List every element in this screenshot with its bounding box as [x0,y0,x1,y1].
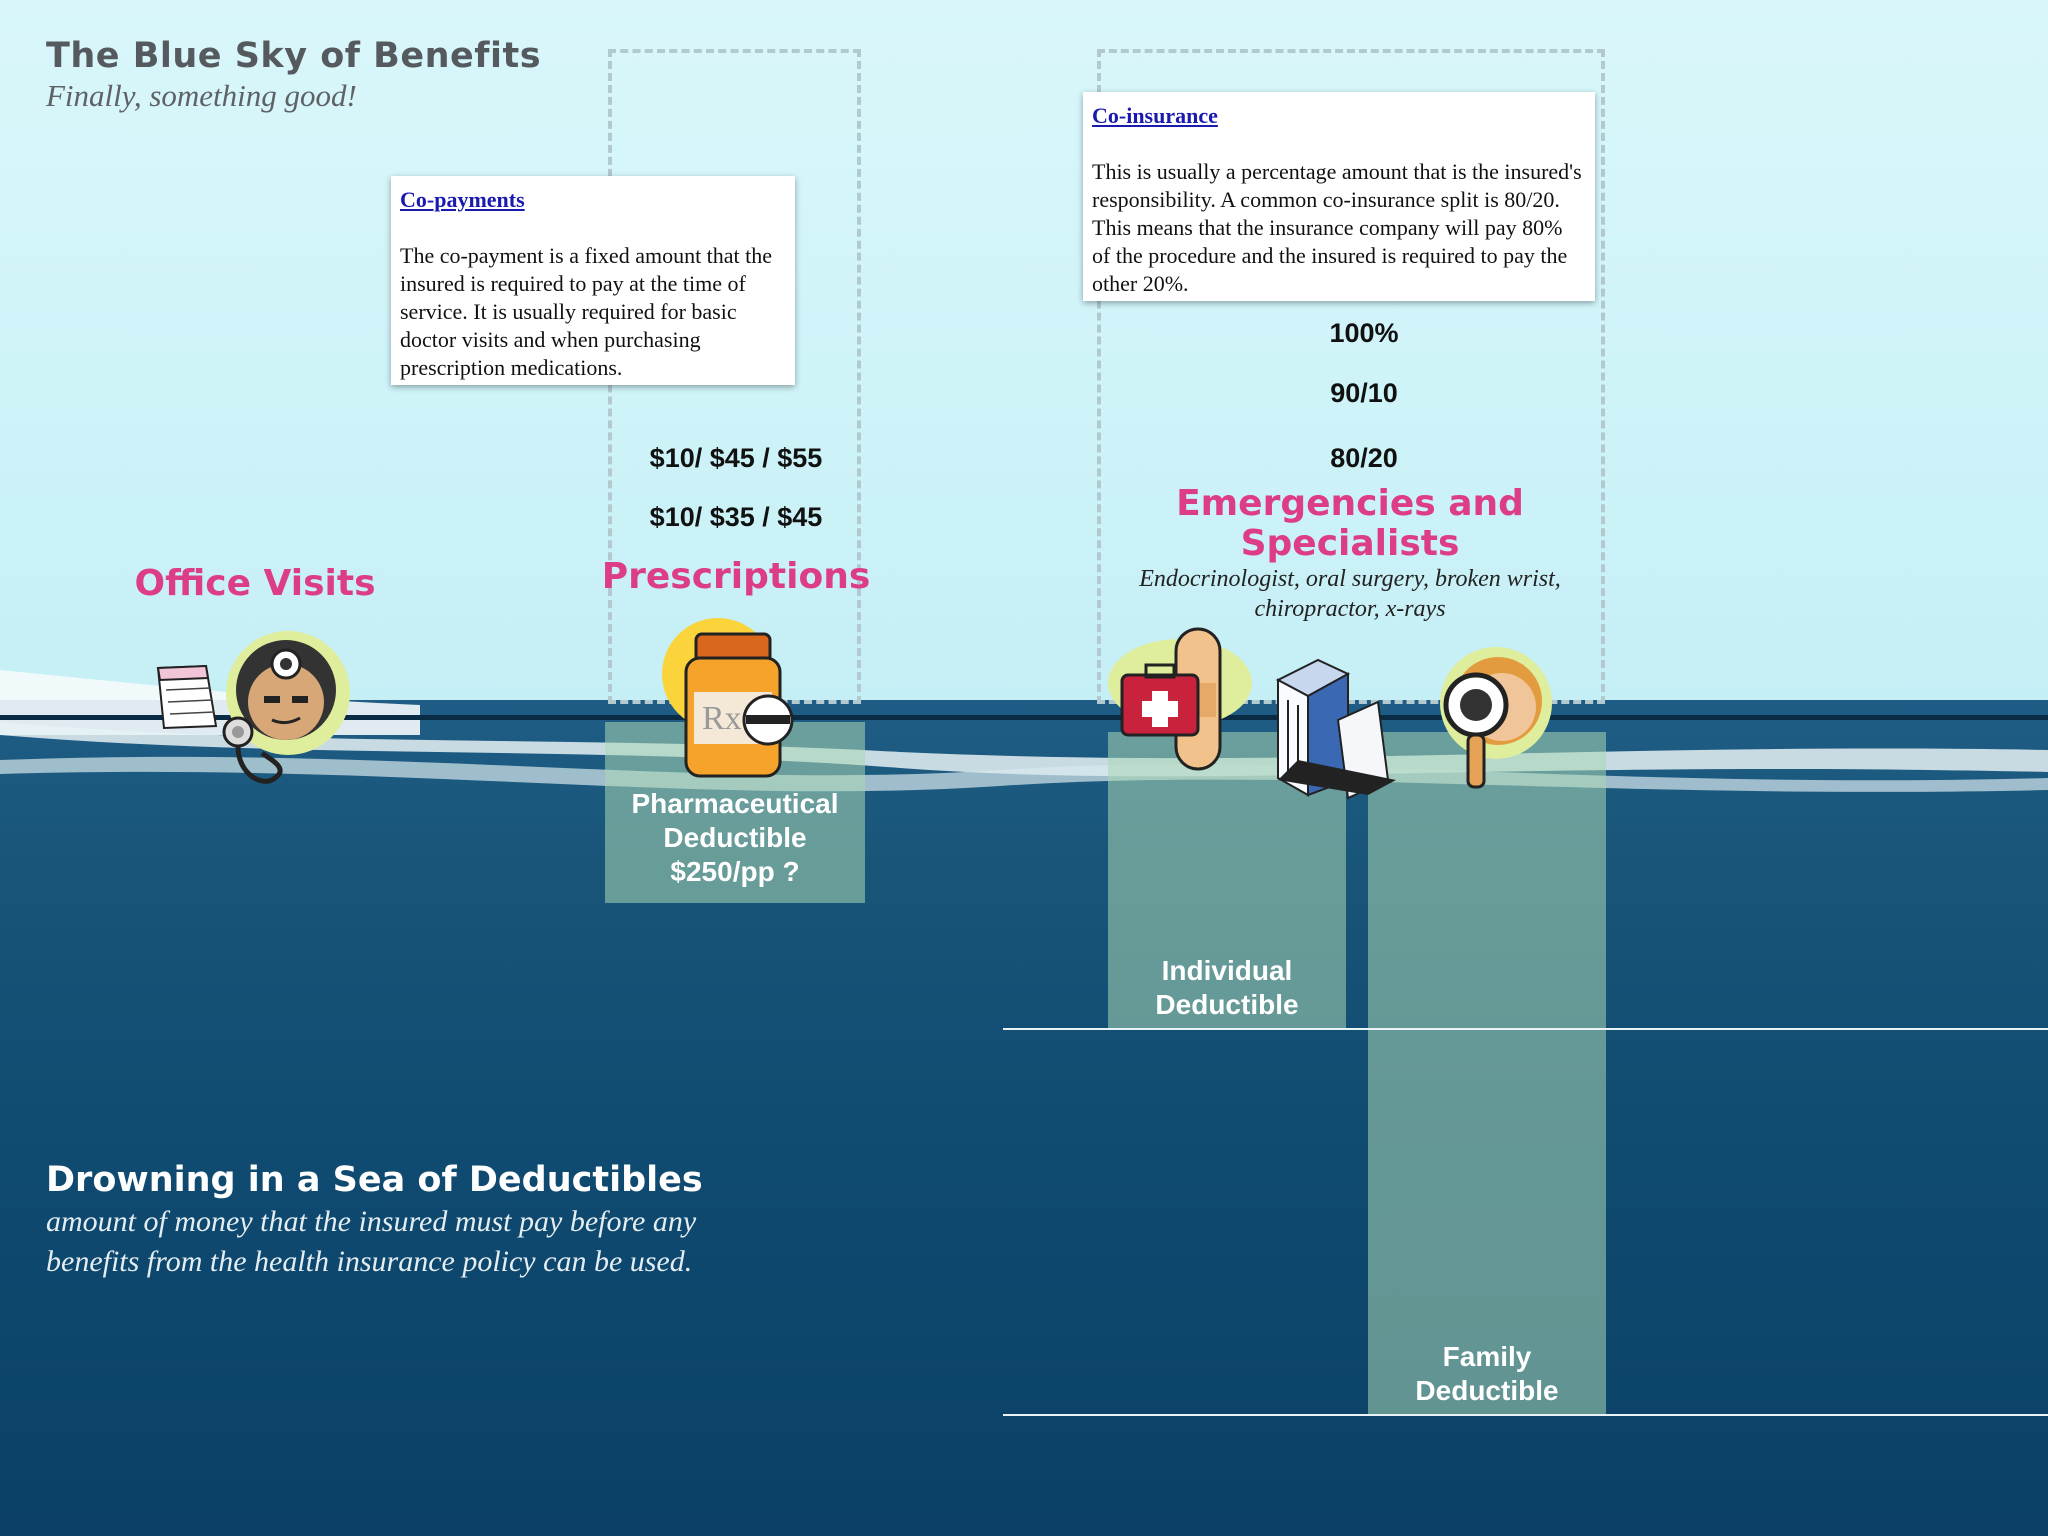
first-aid-kit-icon [1108,627,1252,771]
pharm-line3: $250/pp ? [670,856,800,887]
prescriptions-label: Prescriptions [601,556,871,597]
examples-line1: Endocrinologist, oral surgery, broken wr… [1139,566,1561,592]
pharm-line1: Pharmaceutical [631,788,839,819]
family-line2: Deductible [1415,1375,1559,1406]
individual-line1: Individual [1161,955,1293,986]
copayments-note: Co-payments The co-payment is a fixed am… [391,176,795,385]
hospital-building-icon [1275,658,1396,800]
rate-90-10: 90/10 [1330,378,1398,408]
individual-deductible-line [1003,1028,2048,1030]
sea-description: amount of money that the insured must pa… [46,1202,696,1282]
page-subtitle: Finally, something good! [46,78,357,113]
coinsurance-link[interactable]: Co-insurance [1092,103,1218,128]
family-line1: Family [1442,1341,1532,1372]
sea-title: Drowning in a Sea of Deductibles [46,1160,703,1200]
coinsurance-dashed-box [1097,49,1605,704]
rate-100: 100% [1329,318,1399,348]
emergencies-label-line2: Specialists [1240,523,1460,564]
sky-background [0,0,2048,730]
copay-tier-1: $10/ $45 / $55 [649,443,823,473]
coinsurance-text: This is usually a percentage amount that… [1092,159,1582,296]
rate-80-20: 80/20 [1330,443,1398,473]
emergencies-label: Emergencies and Specialists [1130,484,1570,564]
individual-line2: Deductible [1155,989,1299,1020]
stethoscope-icon [222,716,283,784]
coinsurance-note: Co-insurance This is usually a percentag… [1083,92,1595,301]
emergencies-label-line1: Emergencies and [1176,483,1524,524]
pharm-line2: Deductible [663,822,807,853]
family-deductible-line [1003,1414,2048,1416]
sea-desc-line2: benefits from the health insurance polic… [46,1245,693,1278]
calendar-icon [156,664,218,730]
pill-bottle-icon: Rx [662,618,794,778]
family-deductible-bar [1368,732,1606,1414]
page-title: The Blue Sky of Benefits [46,36,542,76]
emergencies-examples: Endocrinologist, oral surgery, broken wr… [1100,564,1600,624]
svg-text:Rx: Rx [702,700,742,737]
doctor-icon [156,631,350,784]
pharmaceutical-deductible-label: Pharmaceutical Deductible $250/pp ? [605,787,865,889]
examples-line2: chiropractor, x-rays [1254,596,1446,622]
family-deductible-label: Family Deductible [1368,1340,1606,1408]
sea-desc-line1: amount of money that the insured must pa… [46,1205,697,1238]
office-visits-label: Office Visits [134,563,376,604]
copay-tier-2: $10/ $35 / $45 [649,502,823,532]
sea-background [0,700,2048,1536]
magnifier-person-icon [1440,647,1552,789]
individual-deductible-label: Individual Deductible [1108,954,1346,1022]
copayments-link[interactable]: Co-payments [400,187,525,212]
copayments-text: The co-payment is a fixed amount that th… [400,243,773,380]
